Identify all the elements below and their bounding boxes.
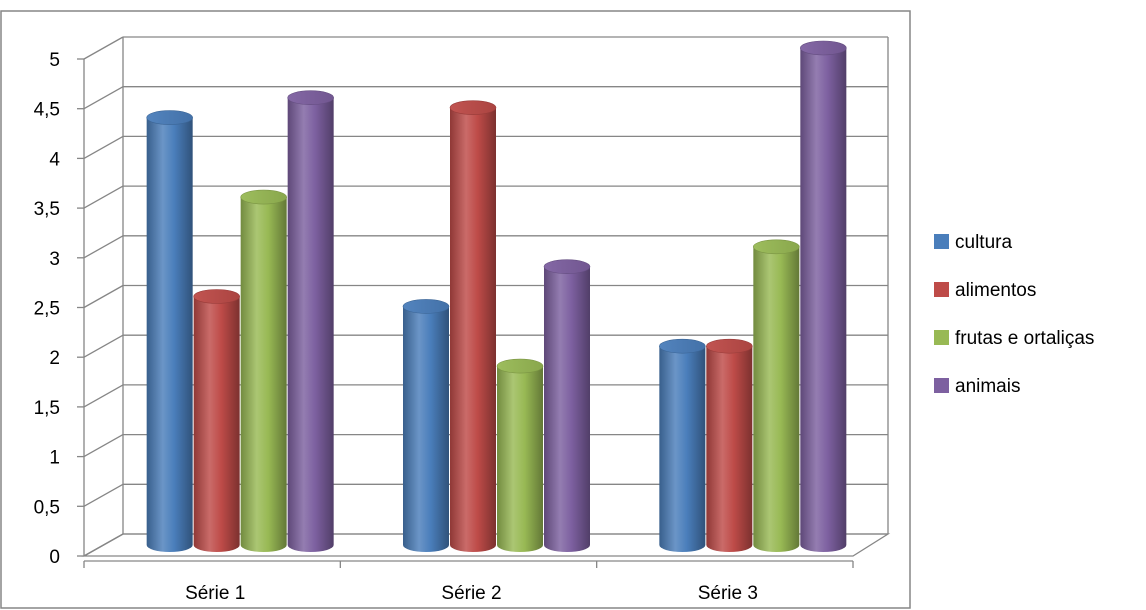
gridline-side [83,235,124,259]
gridline-side [83,36,124,60]
bar [449,100,497,552]
bar [287,90,334,552]
legend-label: animais [955,376,1020,397]
legend-item: alimentos [934,280,1036,301]
bar-body [659,346,706,552]
y-tick-label: 1,5 [34,398,60,419]
gridline-side [83,334,124,358]
bar-top [287,90,334,105]
gridline-side [83,483,124,507]
bar-body [544,266,590,552]
bar-body [753,246,800,553]
bar [543,259,591,552]
bar [753,239,800,553]
bar-body [450,107,496,552]
bar-top [543,259,591,274]
y-tick-label: 0 [49,547,60,568]
y-tick-label: 3 [49,249,60,270]
bar-top [449,100,497,115]
legend-item: frutas e ortaliças [934,328,1094,349]
bar [706,338,753,552]
gridline-side [83,384,124,408]
y-tick-label: 2,5 [34,299,60,320]
bar-body [287,97,334,552]
x-axis-tick-labels: Série 1 Série 2 Série 3 [185,583,758,604]
gridline-side [83,185,124,209]
bar-body [497,366,543,552]
bar [146,110,193,552]
legend-swatch [934,282,949,297]
axes [83,59,854,568]
gridline-side [83,284,124,309]
bar-top [496,358,544,374]
legend-swatch [934,330,949,345]
bar [659,338,706,552]
legend-label: alimentos [955,280,1036,301]
bars [146,40,847,553]
bar [800,40,847,552]
x-tick-label: Série 1 [185,583,245,604]
bar-body [240,197,287,552]
bar-body [800,48,847,552]
y-tick-label: 3,5 [34,199,60,220]
bar [240,189,287,552]
bar [402,299,450,552]
bar-top [402,299,450,314]
legend-item: animais [934,376,1020,397]
bar-top [706,338,753,354]
y-tick-label: 4 [49,149,60,170]
legend-swatch [934,234,949,249]
bar-top [800,40,847,56]
x-tick-label: Série 2 [441,583,501,604]
bar [496,358,544,552]
y-tick-label: 2 [49,348,60,369]
bar-body [146,117,193,552]
gridline-side [83,86,124,110]
bar-body [193,296,240,552]
gridline-side [83,533,124,557]
gridline-side [83,434,124,458]
bar-body [403,306,449,552]
bar-body [706,346,753,552]
gridline-side [83,135,124,159]
legend: cultura alimentos frutas e ortaliças animai… [934,232,1094,397]
bar [193,289,240,552]
legend-item: cultura [934,232,1012,253]
legend-label: frutas e ortaliças [955,328,1094,349]
legend-swatch [934,378,949,393]
x-tick-label: Série 3 [698,583,758,604]
y-tick-label: 1 [49,448,60,469]
y-tick-label: 5 [49,50,60,71]
y-tick-label: 0,5 [34,497,60,518]
bar-top [146,110,193,125]
y-tick-label: 4,5 [34,100,60,121]
bar-top [753,239,800,255]
bar-top [240,189,287,205]
bar-top [193,289,240,304]
bar-top [659,338,706,354]
legend-label: cultura [955,232,1012,253]
y-axis-tick-labels: 0 0,5 1 1,5 2 2,5 3 3,5 4 4,5 5 [34,50,61,568]
